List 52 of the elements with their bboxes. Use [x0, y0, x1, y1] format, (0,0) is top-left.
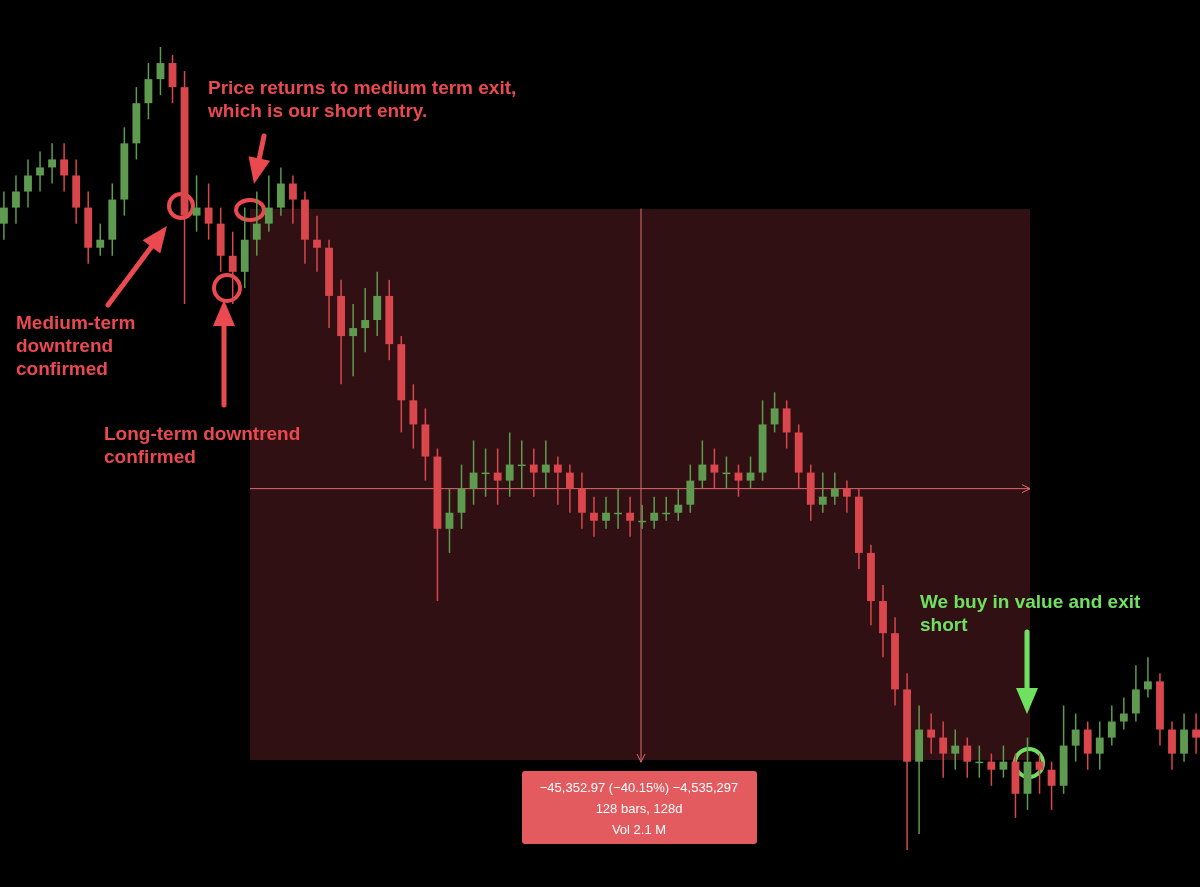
- candlestick: [553, 455, 562, 506]
- candlestick: [1107, 704, 1116, 747]
- candlestick: [674, 487, 683, 522]
- candlestick: [1095, 720, 1104, 771]
- candlestick: [818, 471, 827, 514]
- candlestick: [842, 479, 851, 514]
- candlestick: [264, 174, 273, 233]
- candlestick: [505, 431, 514, 498]
- candlestick: [650, 495, 659, 530]
- candlestick: [493, 447, 502, 506]
- candlestick: [228, 230, 237, 305]
- candlestick: [951, 728, 960, 771]
- candlestick: [204, 182, 213, 241]
- candlestick: [349, 303, 358, 377]
- annotation: Medium-term downtrend confirmed: [16, 312, 136, 379]
- candlestick: [0, 190, 8, 241]
- candlestick: [987, 752, 996, 787]
- annotation: Long-term downtrend confirmed: [104, 423, 301, 467]
- candlestick: [1071, 712, 1080, 763]
- candlestick: [192, 174, 201, 233]
- candlestick: [36, 150, 44, 193]
- candlestick: [529, 447, 538, 498]
- candlestick: [565, 463, 574, 514]
- candlestick: [963, 736, 972, 779]
- annotation: 128 bars, 128d: [595, 801, 683, 816]
- candlestick: [1192, 712, 1200, 755]
- candlestick: [830, 471, 839, 506]
- candlestick: [939, 720, 948, 779]
- candlestick: [626, 495, 635, 538]
- candlestick: [252, 190, 261, 257]
- candlestick: [541, 439, 550, 490]
- candlestick: [927, 712, 936, 755]
- candlestick: [24, 158, 32, 209]
- annotation: Vol 2.1 M: [611, 822, 667, 837]
- candlestick: [48, 142, 56, 185]
- candlestick: [698, 439, 707, 490]
- candlestick: [289, 174, 297, 225]
- candlestick: [999, 744, 1008, 779]
- candlestick: [770, 391, 779, 434]
- annotation: −45,352.97 (−40.15%) −4,535,297: [539, 780, 739, 795]
- candlestick: [710, 447, 719, 490]
- candlestick: [60, 142, 69, 193]
- candlestick: [361, 287, 370, 353]
- candlestick: [12, 174, 20, 225]
- candlestick: [1144, 656, 1152, 699]
- annotation: We buy in value and exit short: [920, 591, 1141, 635]
- candlestick: [590, 495, 598, 538]
- candlestick: [1119, 696, 1128, 731]
- candlestick: [602, 495, 610, 530]
- candlestick: [313, 214, 321, 273]
- annotation: Price returns to medium term exit, which is our short entry.: [207, 77, 517, 121]
- candlestick: [96, 222, 105, 257]
